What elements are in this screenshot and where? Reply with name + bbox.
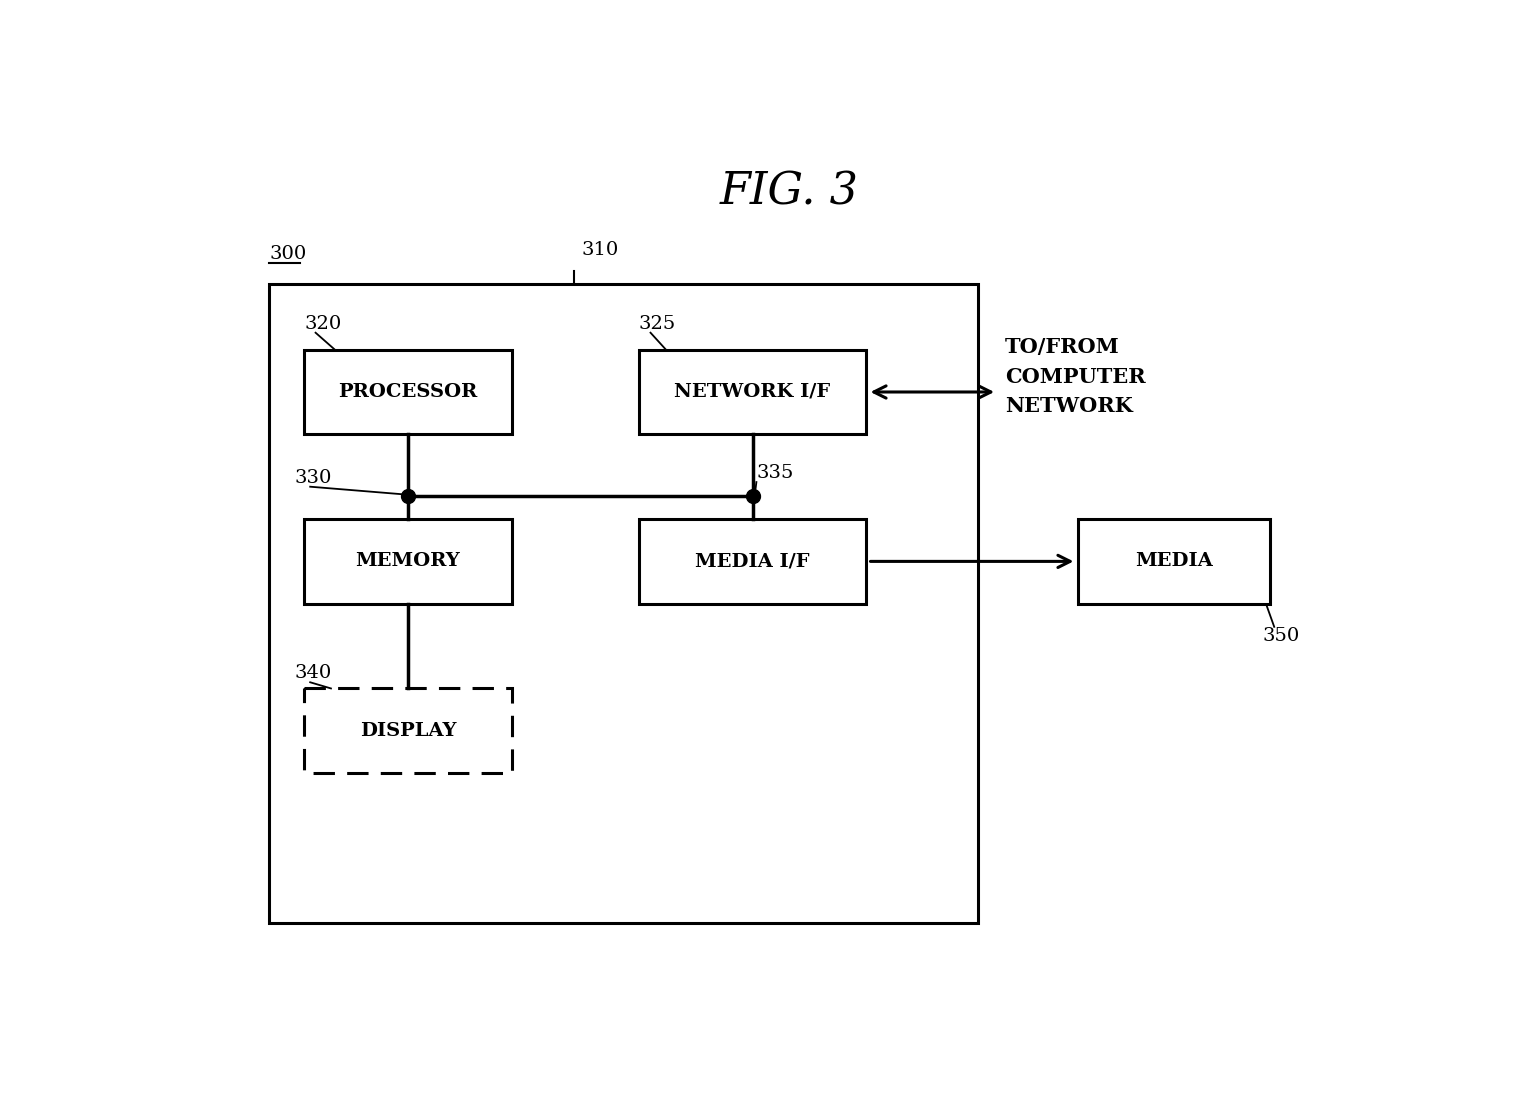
Text: 325: 325 [639, 315, 676, 333]
Text: 320: 320 [305, 315, 342, 333]
Bar [639, 519, 866, 604]
Bar [1077, 519, 1270, 604]
Text: 350: 350 [1262, 627, 1300, 645]
Text: TO/FROM
COMPUTER
NETWORK: TO/FROM COMPUTER NETWORK [1005, 337, 1145, 417]
Text: 300: 300 [269, 246, 306, 264]
Text: MEMORY: MEMORY [356, 553, 460, 571]
Text: 330: 330 [295, 469, 332, 487]
Text: FIG. 3: FIG. 3 [719, 170, 859, 213]
Text: 310: 310 [582, 241, 619, 259]
Text: MEDIA: MEDIA [1136, 553, 1213, 571]
Text: 335: 335 [756, 464, 794, 483]
Bar [305, 688, 512, 773]
Text: MEDIA I/F: MEDIA I/F [696, 553, 810, 571]
Text: NETWORK I/F: NETWORK I/F [674, 383, 831, 401]
Bar [269, 284, 977, 924]
Text: DISPLAY: DISPLAY [360, 722, 456, 739]
Bar [639, 350, 866, 435]
Bar [305, 350, 512, 435]
Bar [305, 519, 512, 604]
Text: 340: 340 [295, 665, 332, 682]
Text: PROCESSOR: PROCESSOR [339, 383, 477, 401]
